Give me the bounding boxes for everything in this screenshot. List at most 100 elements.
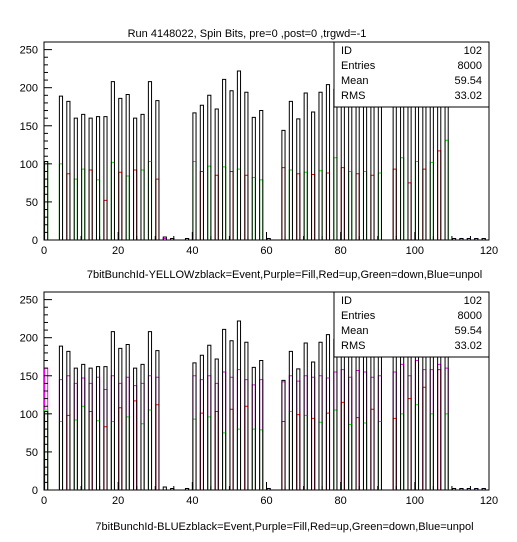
event-bar (103, 116, 108, 240)
event-bar (95, 116, 101, 240)
stats-box (333, 291, 490, 358)
event-bar (303, 92, 308, 240)
event-bar (155, 350, 160, 490)
event-bar (133, 117, 138, 240)
event-bar (73, 117, 78, 240)
x-axis-label: 7bitBunchId-BLUEzblack=Event,Purple=Fill… (95, 521, 473, 533)
stats-label: Mean (341, 325, 369, 337)
y-tick-label: 200 (20, 83, 38, 95)
event-bar (88, 367, 93, 490)
event-bar (192, 362, 197, 490)
y-tick-label: 50 (26, 197, 38, 209)
event-bar (147, 81, 153, 240)
x-tick-label: 120 (480, 245, 498, 257)
event-bar (370, 106, 375, 240)
event-bar (184, 487, 190, 490)
event-bar (318, 341, 323, 490)
y-tick-label: 150 (20, 121, 38, 133)
x-tick-label: 60 (260, 495, 272, 507)
event-bar (110, 331, 115, 490)
yellow-histogram-panel: 0 20 40 60 80 100 120 0 50 100 150 200 250 ID 102 Entri… (20, 41, 498, 281)
event-bar (118, 97, 123, 240)
event-bar (325, 334, 331, 490)
y-tick-label: 250 (20, 45, 38, 57)
event-bar (407, 101, 412, 240)
stats-value: 59.54 (454, 75, 482, 87)
stats-label: RMS (341, 340, 365, 352)
stats-value: 59.54 (454, 325, 482, 337)
event-bar (451, 487, 457, 490)
event-bar (110, 81, 115, 240)
event-bar (296, 118, 301, 240)
event-bar (333, 338, 338, 490)
event-bar (207, 344, 212, 490)
chart-title: Run 4148022, Spin Bits, pre=0 ,post=0 ,t… (128, 28, 367, 40)
event-bar (95, 366, 101, 490)
event-bar (66, 350, 71, 490)
event-bar (481, 237, 486, 240)
event-bar (370, 356, 375, 490)
y-tick-label: 0 (32, 235, 38, 247)
event-bar (222, 78, 227, 240)
event-bar (407, 351, 412, 490)
x-tick-label: 100 (406, 495, 424, 507)
x-tick-label: 40 (186, 495, 198, 507)
event-bar (288, 100, 293, 240)
event-bar (444, 342, 449, 490)
event-bar (147, 331, 153, 490)
stats-value: 33.02 (454, 340, 482, 352)
event-bar (325, 84, 331, 240)
x-tick-label: 80 (335, 495, 347, 507)
x-axis-label: 7bitBunchId-YELLOWzblack=Event,Purple=Fi… (87, 269, 482, 281)
event-bar (214, 108, 219, 240)
event-bar (333, 88, 338, 240)
x-tick-label: 0 (41, 245, 47, 257)
stats-label: Entries (341, 310, 376, 322)
stats-value: 8000 (458, 60, 482, 72)
event-bar (207, 94, 212, 240)
event-bar (140, 363, 145, 490)
event-bar (474, 237, 479, 240)
stats-label: Mean (341, 75, 369, 87)
x-tick-label: 20 (112, 245, 124, 257)
event-bar (58, 345, 64, 490)
event-bar (192, 112, 197, 240)
event-bar (73, 367, 78, 490)
x-tick-label: 40 (186, 245, 198, 257)
y-tick-label: 100 (20, 159, 38, 171)
event-bar (481, 487, 486, 490)
event-bar (444, 92, 449, 240)
x-tick-label: 80 (335, 245, 347, 257)
event-bar (229, 90, 234, 240)
event-bar (281, 129, 286, 240)
stats-label: ID (341, 295, 352, 307)
event-bar (474, 487, 479, 490)
event-bar (251, 116, 256, 240)
event-bar (244, 91, 249, 240)
event-bar (259, 110, 264, 240)
event-bar (259, 360, 264, 490)
event-bar (281, 379, 286, 490)
event-bar (162, 236, 167, 240)
x-tick-label: 100 (406, 245, 424, 257)
x-tick-label: 60 (260, 245, 272, 257)
event-bar (251, 366, 256, 490)
event-bar (459, 237, 464, 240)
stats-box (333, 41, 490, 108)
event-bar (288, 350, 293, 490)
event-bar (311, 361, 316, 490)
event-bar (222, 328, 227, 490)
y-tick-label: 0 (32, 485, 38, 497)
event-bar (244, 341, 249, 490)
event-bar (81, 363, 86, 490)
stats-label: Entries (341, 60, 376, 72)
event-bar (125, 94, 130, 240)
event-bar (236, 70, 242, 240)
stats-value: 102 (464, 45, 482, 57)
event-bar (44, 161, 49, 240)
event-bar (296, 368, 301, 490)
event-bar (184, 237, 190, 240)
event-bar (66, 100, 71, 240)
event-bar (155, 100, 160, 240)
